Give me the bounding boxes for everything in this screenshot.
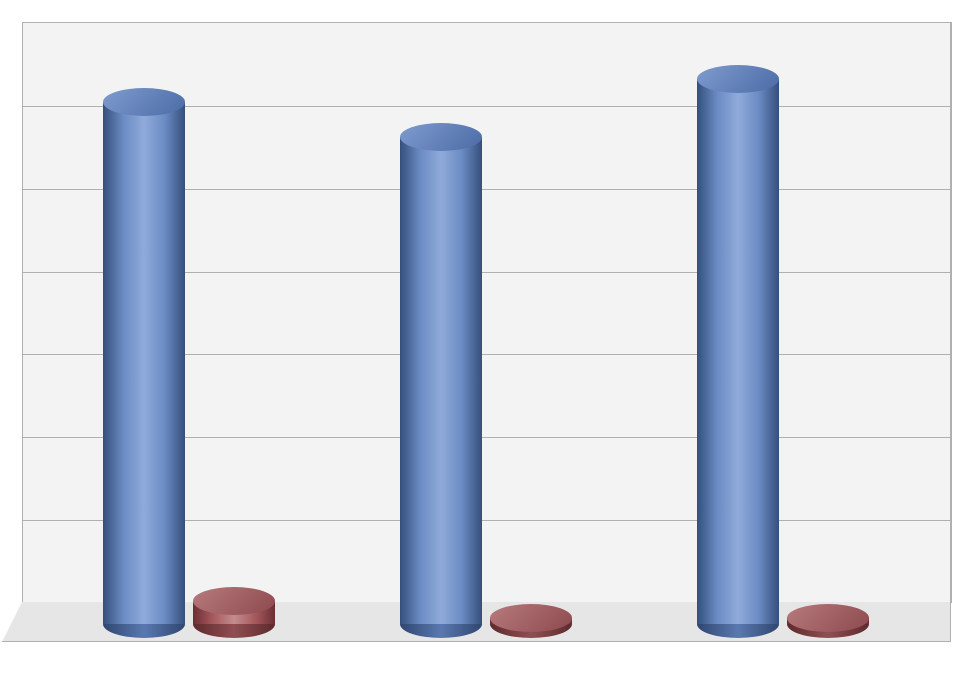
plot-right-edge xyxy=(950,22,951,642)
bar-top-ellipse xyxy=(787,604,869,632)
cylinder-bar-chart xyxy=(0,0,971,689)
bar-2-1 xyxy=(0,0,971,689)
